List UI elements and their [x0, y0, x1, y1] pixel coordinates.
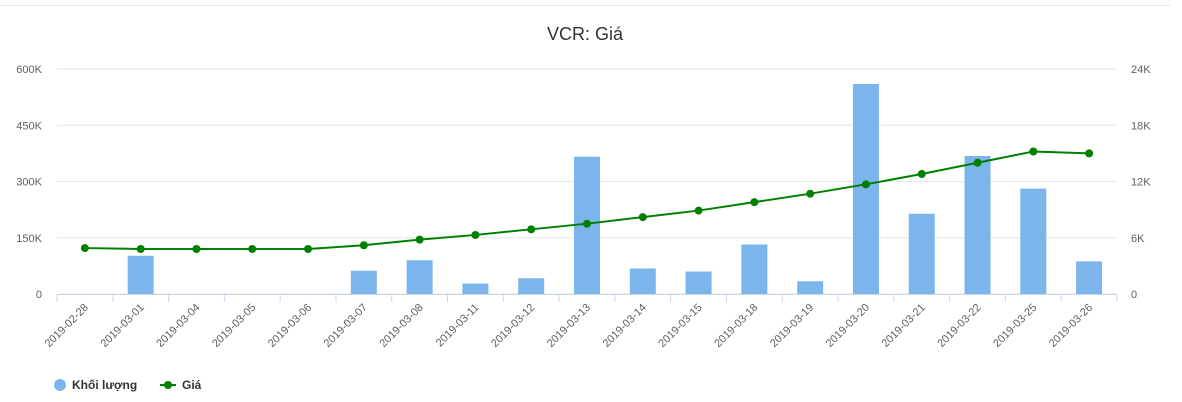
y-left-tick-label: 150K — [16, 233, 42, 245]
y-left-tick-label: 300K — [16, 177, 42, 189]
x-tick-label: 2019-03-14 — [601, 302, 649, 350]
x-tick-label: 2019-03-19 — [768, 302, 816, 350]
chart-title: VCR: Giá — [547, 24, 624, 44]
price-point[interactable] — [1029, 147, 1038, 156]
x-tick-label: 2019-03-20 — [824, 302, 872, 350]
volume-bars — [127, 84, 1103, 295]
x-tick-label: 2019-03-13 — [545, 302, 593, 350]
volume-bar[interactable] — [1076, 261, 1103, 294]
volume-bar[interactable] — [964, 156, 991, 294]
x-tick-label: 2019-03-08 — [377, 302, 425, 350]
x-tick-label: 2019-03-06 — [266, 302, 314, 350]
price-point[interactable] — [304, 245, 313, 253]
price-point[interactable] — [1085, 149, 1094, 158]
x-axis: 2019-02-28 2019-03-01 2019-03-04 2019-03-05… — [43, 294, 1118, 350]
x-tick-label: 2019-03-05 — [210, 302, 258, 350]
x-tick-label: 2019-03-12 — [489, 302, 537, 350]
y-right-tick-label: 18K — [1131, 120, 1151, 132]
x-tick-label: 2019-03-25 — [991, 302, 1039, 350]
price-point[interactable] — [806, 189, 815, 198]
price-point[interactable] — [973, 158, 982, 167]
price-point[interactable] — [359, 241, 368, 250]
legend-item-price[interactable]: Giá — [160, 378, 202, 392]
y-right-tick-label: 0 — [1131, 289, 1137, 301]
price-point[interactable] — [415, 235, 424, 244]
price-point[interactable] — [861, 180, 870, 189]
legend-price-marker — [164, 381, 172, 389]
y-left-tick-label: 450K — [16, 120, 42, 132]
volume-bar[interactable] — [350, 270, 377, 294]
volume-bar[interactable] — [852, 84, 879, 294]
volume-bar[interactable] — [629, 268, 656, 295]
right-axis: 0 6K 12K 18K 24K — [1131, 64, 1151, 301]
x-tick-label: 2019-03-04 — [154, 302, 202, 350]
volume-bar[interactable] — [797, 281, 824, 294]
legend-volume-label[interactable]: Khối lượng — [72, 378, 137, 392]
x-tick-label: 2019-03-01 — [99, 302, 147, 350]
volume-bar[interactable] — [127, 255, 154, 294]
price-point[interactable] — [527, 225, 536, 234]
price-point[interactable] — [750, 198, 759, 207]
price-point[interactable] — [80, 244, 89, 253]
price-line — [80, 147, 1094, 253]
y-left-tick-label: 600K — [16, 64, 42, 76]
x-tick-label: 2019-02-28 — [43, 302, 91, 350]
price-point[interactable] — [917, 170, 926, 178]
price-point[interactable] — [583, 219, 591, 228]
volume-bar[interactable] — [741, 244, 768, 295]
y-left-tick-label: 0 — [36, 289, 42, 301]
price-point[interactable] — [248, 245, 257, 253]
legend-volume-marker — [54, 379, 66, 391]
volume-bar[interactable] — [518, 278, 545, 294]
price-point[interactable] — [638, 213, 647, 222]
x-tick-label: 2019-03-11 — [434, 302, 482, 350]
legend-price-label[interactable]: Giá — [182, 378, 202, 392]
x-tick-label: 2019-03-21 — [880, 302, 928, 350]
y-right-tick-label: 6K — [1131, 233, 1145, 245]
x-tick-label: 2019-03-26 — [1047, 302, 1095, 350]
top-divider — [0, 5, 1170, 6]
y-right-tick-label: 12K — [1131, 177, 1151, 189]
volume-bar[interactable] — [406, 260, 433, 294]
volume-bar[interactable] — [685, 271, 712, 295]
legend[interactable]: Khối lượng Giá — [54, 378, 202, 392]
volume-bar[interactable] — [1020, 188, 1047, 294]
x-tick-label: 2019-03-22 — [935, 302, 983, 350]
y-right-tick-label: 24K — [1131, 64, 1151, 76]
price-point[interactable] — [192, 245, 201, 253]
price-point[interactable] — [471, 230, 480, 239]
x-tick-label: 2019-03-15 — [656, 302, 704, 350]
left-axis: 0 150K 300K 450K 600K — [16, 64, 42, 301]
price-point[interactable] — [136, 245, 145, 253]
legend-item-volume[interactable]: Khối lượng — [54, 378, 137, 392]
x-tick-label: 2019-03-07 — [322, 302, 370, 350]
price-point[interactable] — [694, 206, 703, 215]
x-tick-label: 2019-03-18 — [712, 302, 760, 350]
volume-bar[interactable] — [462, 283, 489, 295]
volume-bar[interactable] — [908, 213, 935, 294]
